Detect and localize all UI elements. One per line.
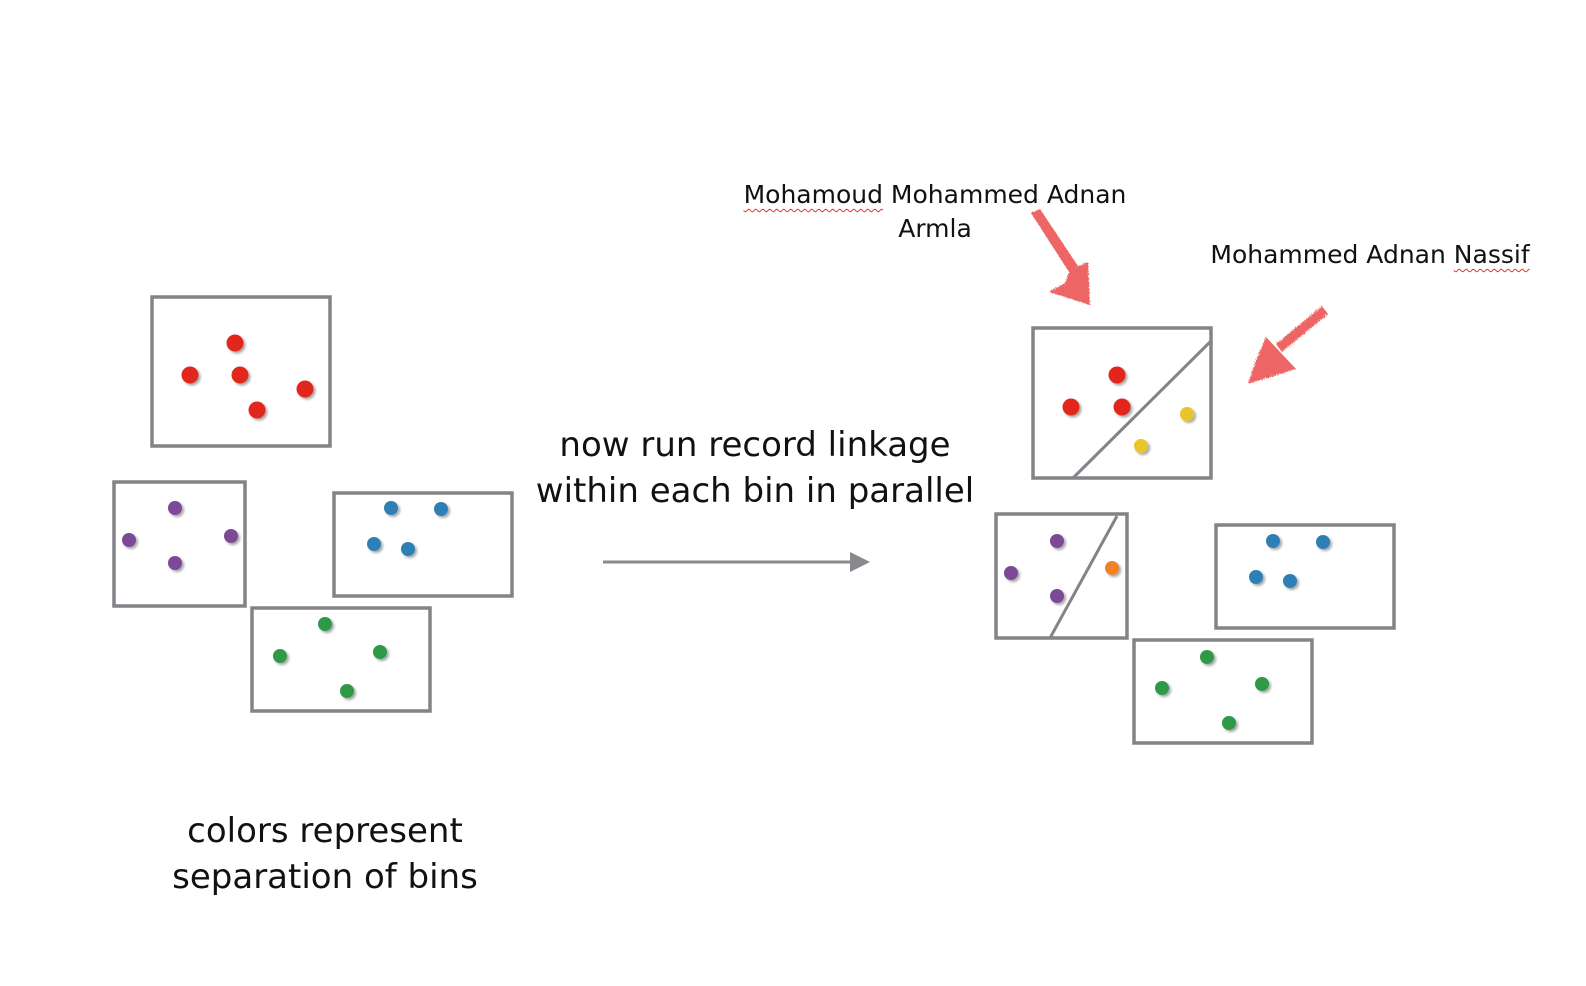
dot-red	[1108, 366, 1126, 384]
annotation-top-line1: Mohamoud Mohammed Adnan	[743, 180, 1127, 209]
dot-blue	[367, 537, 381, 551]
dot-green	[1255, 677, 1269, 691]
dot-green	[373, 645, 387, 659]
bin-green	[250, 606, 432, 713]
bin-purple-split	[994, 512, 1129, 640]
dot-red	[1113, 398, 1131, 416]
dot-orange	[1105, 561, 1119, 575]
process-arrow	[603, 552, 870, 572]
dot-green	[1200, 650, 1214, 664]
misspelled-word: Mohamoud	[743, 180, 883, 209]
dot-purple	[1050, 534, 1064, 548]
dot-purple	[122, 533, 136, 547]
dot-blue	[401, 542, 415, 556]
dot-blue	[1266, 534, 1280, 548]
bin-blue	[332, 491, 514, 598]
dot-red	[296, 380, 314, 398]
center-caption-line1: now run record linkage	[559, 425, 951, 465]
bin-blue-right	[1214, 523, 1396, 630]
dot-green	[318, 617, 332, 631]
dot-blue	[1283, 574, 1297, 588]
dot-purple	[1004, 566, 1018, 580]
dot-blue	[434, 502, 448, 516]
left-caption-line2: separation of bins	[172, 857, 478, 897]
dot-blue	[1316, 535, 1330, 549]
dot-blue	[1249, 570, 1263, 584]
dot-red	[231, 366, 249, 384]
annotation-top-line2: Armla	[898, 214, 972, 243]
dot-purple	[224, 529, 238, 543]
bin-green-right	[1132, 638, 1314, 745]
dot-red	[248, 401, 266, 419]
dot-red	[1062, 398, 1080, 416]
split-line	[1071, 339, 1213, 480]
left-caption-line1: colors represent	[187, 811, 463, 851]
dot-purple	[1050, 589, 1064, 603]
dot-blue	[384, 501, 398, 515]
misspelled-word: Nassif	[1453, 240, 1530, 269]
bin-red	[150, 295, 332, 448]
annotation-arrow-right	[1248, 306, 1328, 384]
dot-yellow	[1180, 407, 1194, 421]
annotation-arrow-top	[1031, 209, 1090, 305]
dot-red	[226, 334, 244, 352]
bin-purple	[112, 480, 247, 608]
dot-green	[1155, 681, 1169, 695]
dot-purple	[168, 501, 182, 515]
annotation-right-label: Mohammed Adnan Nassif	[1210, 240, 1530, 269]
dot-red	[181, 366, 199, 384]
dot-green	[1222, 716, 1236, 730]
dot-green	[273, 649, 287, 663]
center-caption-line2: within each bin in parallel	[535, 471, 975, 511]
annotation-top-label: Mohamoud Mohammed Adnan Armla	[740, 178, 1130, 246]
bin-red-split	[1031, 326, 1213, 480]
left-bins	[112, 295, 514, 713]
split-line	[1048, 515, 1119, 639]
center-caption: now run record linkage within each bin i…	[520, 422, 990, 514]
dot-green	[340, 684, 354, 698]
dot-purple	[168, 556, 182, 570]
right-bins	[994, 326, 1396, 745]
dot-yellow	[1134, 439, 1148, 453]
left-caption: colors represent separation of bins	[140, 808, 510, 900]
